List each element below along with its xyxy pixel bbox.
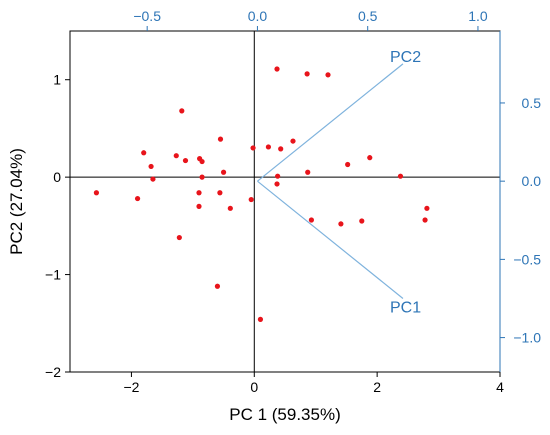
top-tick-label: −0.5: [133, 8, 161, 24]
left-axis-ticks: −2 −1 0 1: [45, 72, 70, 380]
y-tick-label: 0: [53, 169, 61, 185]
x-tick-label: 4: [496, 379, 504, 395]
loading-vectors: PC2 PC1: [257, 49, 421, 316]
plot-frame: [69, 30, 501, 373]
score-point: [397, 173, 404, 179]
y-tick-label: −2: [45, 364, 61, 380]
score-point: [367, 155, 373, 161]
x-tick-label: 2: [373, 379, 381, 395]
loading-label-pc1: PC1: [390, 299, 421, 316]
score-point: [424, 205, 430, 211]
score-point: [196, 190, 202, 196]
score-point: [257, 316, 264, 322]
score-point: [359, 218, 365, 224]
score-point: [290, 138, 296, 144]
score-point: [179, 108, 185, 114]
zero-lines: [70, 31, 500, 372]
right-tick-label: −0.5: [513, 251, 541, 267]
score-point: [250, 145, 256, 151]
score-point: [227, 205, 233, 211]
right-tick-label: −1.0: [513, 330, 541, 346]
top-tick-label: 0.0: [248, 8, 268, 24]
right-axis-ticks: 0.5 0.0 −0.5 −1.0: [500, 95, 541, 346]
y-axis-title: PC2 (27.04%): [7, 148, 26, 255]
loading-vector-pc1: [257, 180, 404, 299]
x-tick-label: −2: [123, 379, 139, 395]
score-point: [422, 217, 428, 223]
score-points: [93, 66, 430, 322]
score-point: [278, 146, 284, 152]
score-point: [182, 157, 189, 164]
score-point: [345, 161, 351, 168]
score-point: [325, 72, 331, 78]
score-point: [220, 169, 227, 175]
score-point: [248, 196, 254, 203]
top-tick-label: 0.5: [358, 8, 378, 24]
loading-label-pc2: PC2: [390, 49, 421, 66]
score-point: [93, 190, 100, 196]
top-tick-label: 1.0: [468, 8, 488, 24]
score-point: [214, 283, 221, 289]
loading-vector-pc2: [257, 63, 404, 182]
score-point: [305, 169, 311, 175]
score-point: [173, 153, 179, 159]
score-point: [141, 150, 147, 156]
x-tick-label: 0: [250, 379, 258, 395]
score-point: [265, 144, 272, 150]
y-tick-label: −1: [45, 267, 61, 283]
score-point: [217, 136, 224, 142]
score-point: [275, 173, 281, 179]
right-tick-label: 0.5: [522, 95, 542, 111]
score-point: [150, 176, 156, 182]
score-point: [148, 163, 154, 170]
score-point: [196, 203, 202, 209]
score-point: [274, 66, 280, 72]
score-point: [217, 190, 223, 196]
right-tick-label: 0.0: [522, 173, 542, 189]
score-point: [338, 221, 344, 227]
score-point: [304, 71, 310, 77]
bottom-axis-ticks: −2 0 2 4: [123, 372, 504, 395]
x-axis-title: PC 1 (59.35%): [229, 405, 341, 424]
score-point: [199, 158, 205, 165]
score-point: [274, 181, 280, 187]
score-point: [176, 234, 182, 241]
top-axis-ticks: −0.5 0.0 0.5 1.0: [133, 8, 488, 31]
score-point: [308, 217, 315, 223]
y-tick-label: 1: [53, 72, 61, 88]
score-point: [199, 174, 205, 180]
score-point: [134, 195, 141, 202]
